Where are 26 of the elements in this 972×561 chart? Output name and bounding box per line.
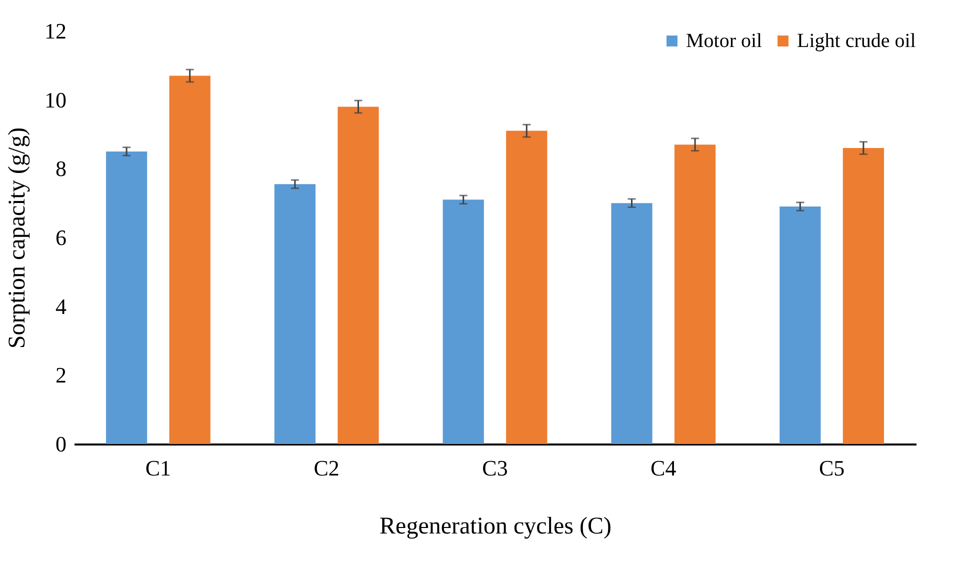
y-tick-label: 4: [56, 294, 66, 319]
bar: [274, 184, 316, 444]
y-tick-label: 10: [44, 87, 66, 112]
y-tick-label: 6: [56, 225, 66, 250]
y-tick-label: 8: [56, 156, 66, 182]
bar: [780, 206, 821, 444]
bar: [106, 151, 148, 444]
x-tick-label: C4: [650, 456, 676, 480]
bar: [338, 106, 379, 444]
x-tick-label: C2: [314, 456, 340, 480]
legend-label: Light crude oil: [797, 30, 916, 52]
y-tick-label: 12: [44, 18, 66, 44]
x-tick-label: C3: [482, 456, 508, 480]
bar: [842, 148, 884, 444]
y-tick-label: 0: [56, 432, 66, 456]
x-tick-label: C5: [818, 456, 845, 480]
y-tick-label: 2: [56, 362, 66, 388]
x-axis-title: Regeneration cycles (C): [380, 514, 612, 540]
y-axis-title: Sorption capacity (g/g): [4, 127, 30, 349]
bar: [611, 203, 652, 444]
x-tick-label: C1: [145, 456, 172, 480]
bar: [506, 130, 548, 444]
bar: [442, 200, 484, 444]
legend-label: Motor oil: [686, 30, 763, 52]
bar: [169, 76, 210, 444]
bar: [674, 144, 716, 444]
